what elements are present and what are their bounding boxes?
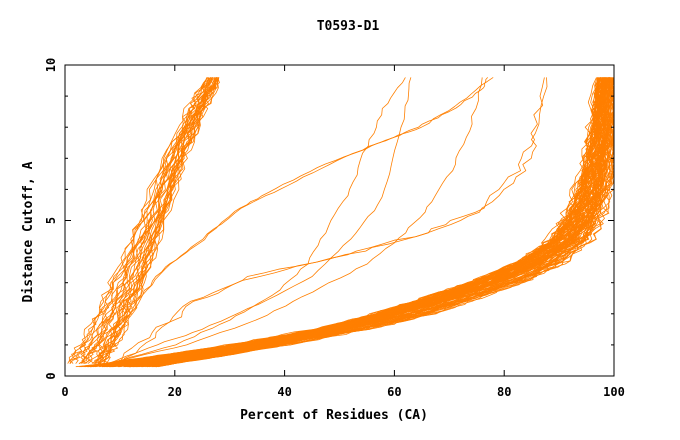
series-line	[134, 77, 605, 368]
series-line	[123, 77, 548, 364]
series-line	[85, 77, 213, 364]
series-line	[72, 77, 210, 364]
series-layer	[67, 77, 615, 368]
x-tick-label: 20	[168, 385, 182, 399]
y-tick-label: 10	[44, 58, 58, 72]
y-tick-label: 0	[44, 372, 58, 379]
x-tick-label: 80	[497, 385, 511, 399]
series-line	[139, 77, 606, 368]
x-tick-label: 40	[277, 385, 291, 399]
series-line	[81, 77, 211, 364]
series-line	[99, 77, 494, 367]
series-line	[94, 77, 218, 364]
series-line	[156, 77, 612, 368]
x-tick-label: 60	[387, 385, 401, 399]
series-line	[105, 77, 219, 364]
y-tick-label: 5	[44, 217, 58, 224]
series-line	[129, 77, 606, 368]
series-line	[127, 77, 602, 368]
chart-title: T0593-D1	[317, 19, 380, 34]
x-axis-label: Percent of Residues (CA)	[240, 408, 428, 423]
y-axis-label: Distance Cutoff, A	[21, 161, 36, 302]
x-tick-label: 0	[61, 385, 68, 399]
tick-layer: 0 20 40 60 80 100 0 5 10	[44, 58, 625, 399]
series-line	[108, 77, 406, 364]
series-line	[94, 77, 218, 364]
series-line	[107, 77, 483, 364]
series-line	[102, 77, 220, 364]
plot-frame	[64, 64, 615, 377]
x-tick-label: 100	[603, 385, 625, 399]
series-line	[69, 77, 210, 364]
series-line	[147, 77, 609, 368]
series-line	[83, 77, 214, 364]
series-line	[118, 77, 545, 364]
